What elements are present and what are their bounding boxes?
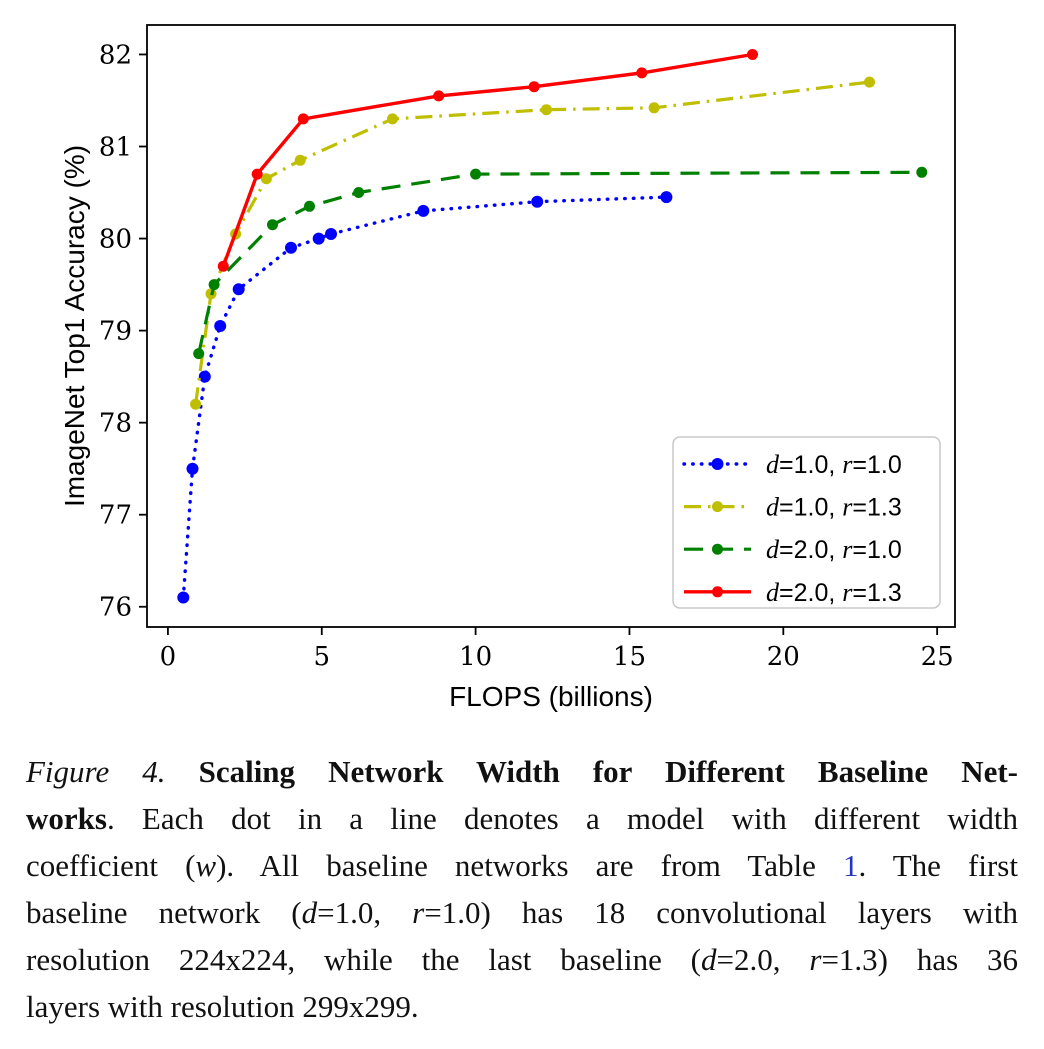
data-point [660,191,673,204]
y-tick-label: 81 [99,133,132,163]
caption-text: Scaling Network Width for Different Base… [165,754,1018,789]
legend-label: d=2.0, r=1.0 [766,535,902,564]
data-point [294,154,306,166]
data-point [916,166,928,178]
caption-line: Figure 4. Scaling Network Width for Diff… [26,748,1018,795]
legend-box [672,436,941,609]
data-point [285,241,297,254]
x-tick-label: 0 [160,642,177,672]
caption-text: resolution 224x224, while the last basel… [26,942,702,977]
data-point [267,219,278,231]
legend-marker [712,543,723,555]
y-tick-label: 77 [99,501,132,531]
caption-text: . Each dot in a line denotes a model wit… [106,801,1018,836]
y-tick-label: 80 [99,225,132,255]
y-tick-label: 79 [99,317,132,347]
caption-text: ). All baseline networks are from Table [216,848,843,883]
caption-text: layers with resolution 299x299. [26,989,419,1024]
legend-label: d=1.0, r=1.3 [766,493,902,522]
x-tick-label: 25 [921,642,954,672]
caption-text: r [412,895,425,930]
data-point [470,168,482,180]
caption-line: works. Each dot in a line denotes a mode… [26,795,1018,842]
data-point [198,370,211,383]
caption-line: baseline network (d=1.0, r=1.0) has 18 c… [26,889,1018,936]
data-point [648,102,660,114]
caption-text: d [701,942,717,977]
legend-marker [712,501,723,513]
caption-line: layers with resolution 299x299. [26,983,1018,1030]
y-tick-label: 82 [99,40,132,70]
caption-text: w [195,848,217,883]
scaling-width-chart: 0 5 10 15 20 25 76 77 78 79 80 81 82 FLOPS (billions)… [59,24,956,712]
data-point [417,204,430,217]
data-point [864,76,875,88]
caption-line: resolution 224x224, while the last basel… [26,936,1018,983]
caption-line: coefficient (w). All baseline networks a… [26,842,1018,889]
legend-marker [712,586,723,598]
series-line-d-2.0-r-1.0 [197,170,922,354]
caption-text: Figure 4. [26,754,166,789]
data-point [251,168,263,180]
y-tick-label: 78 [99,409,132,439]
data-point [208,279,220,291]
table-1-link[interactable]: 1 [842,848,859,883]
legend: d=1.0, r=1.0 d=1.0, r=1.3 d=2.0, r=1.0 d=2.… [672,436,941,609]
caption-text: works [26,801,107,836]
caption-text: =2.0, [716,942,810,977]
caption-text: =1.0) has 18 convolutional layers with [424,895,1018,930]
caption-text: =1.0, [317,895,413,930]
chart-area: 0 5 10 15 20 25 76 77 78 79 80 81 82 FLOPS (billions)… [59,24,956,712]
x-tick-label: 20 [767,642,800,672]
caption-text: baseline network ( [26,895,302,930]
caption-text: r [809,942,822,977]
data-point [190,398,202,410]
data-point [232,283,245,296]
legend-label: d=2.0, r=1.3 [766,578,902,607]
data-point [312,232,325,245]
data-point [177,591,190,604]
caption-text: coefficient ( [26,848,196,883]
caption-text: . The first [858,848,1018,883]
series-line-d-1.0-r-1.0 [181,195,669,600]
x-tick-label: 5 [313,642,330,672]
data-point [540,104,552,116]
data-point [353,187,365,198]
data-point [214,320,227,332]
data-point [747,49,758,60]
plot-border [146,24,956,628]
data-point [186,462,199,475]
data-point [531,195,544,208]
data-point [297,113,309,125]
y-tick-label: 76 [99,593,132,623]
data-point [528,81,540,93]
data-point [304,200,315,212]
data-point [387,113,398,125]
caption-text: =1.3) has 36 [821,942,1019,977]
data-point [260,173,272,185]
data-point [325,228,337,240]
x-tick-label: 10 [459,642,492,672]
figure-caption: Figure 4. Scaling Network Width for Diff… [26,748,1018,1030]
data-point [433,90,445,102]
y-axis-label: ImageNet Top1 Accuracy (%) [59,145,90,507]
legend-label: d=1.0, r=1.0 [766,450,902,479]
x-axis-label: FLOPS (billions) [449,681,653,712]
legend-marker [711,458,724,470]
data-point [217,260,229,272]
x-tick-label: 15 [613,642,646,672]
series-line-d-1.0-r-1.3 [194,80,870,405]
data-point [193,348,205,360]
data-point [636,67,648,79]
caption-text: d [301,895,318,930]
